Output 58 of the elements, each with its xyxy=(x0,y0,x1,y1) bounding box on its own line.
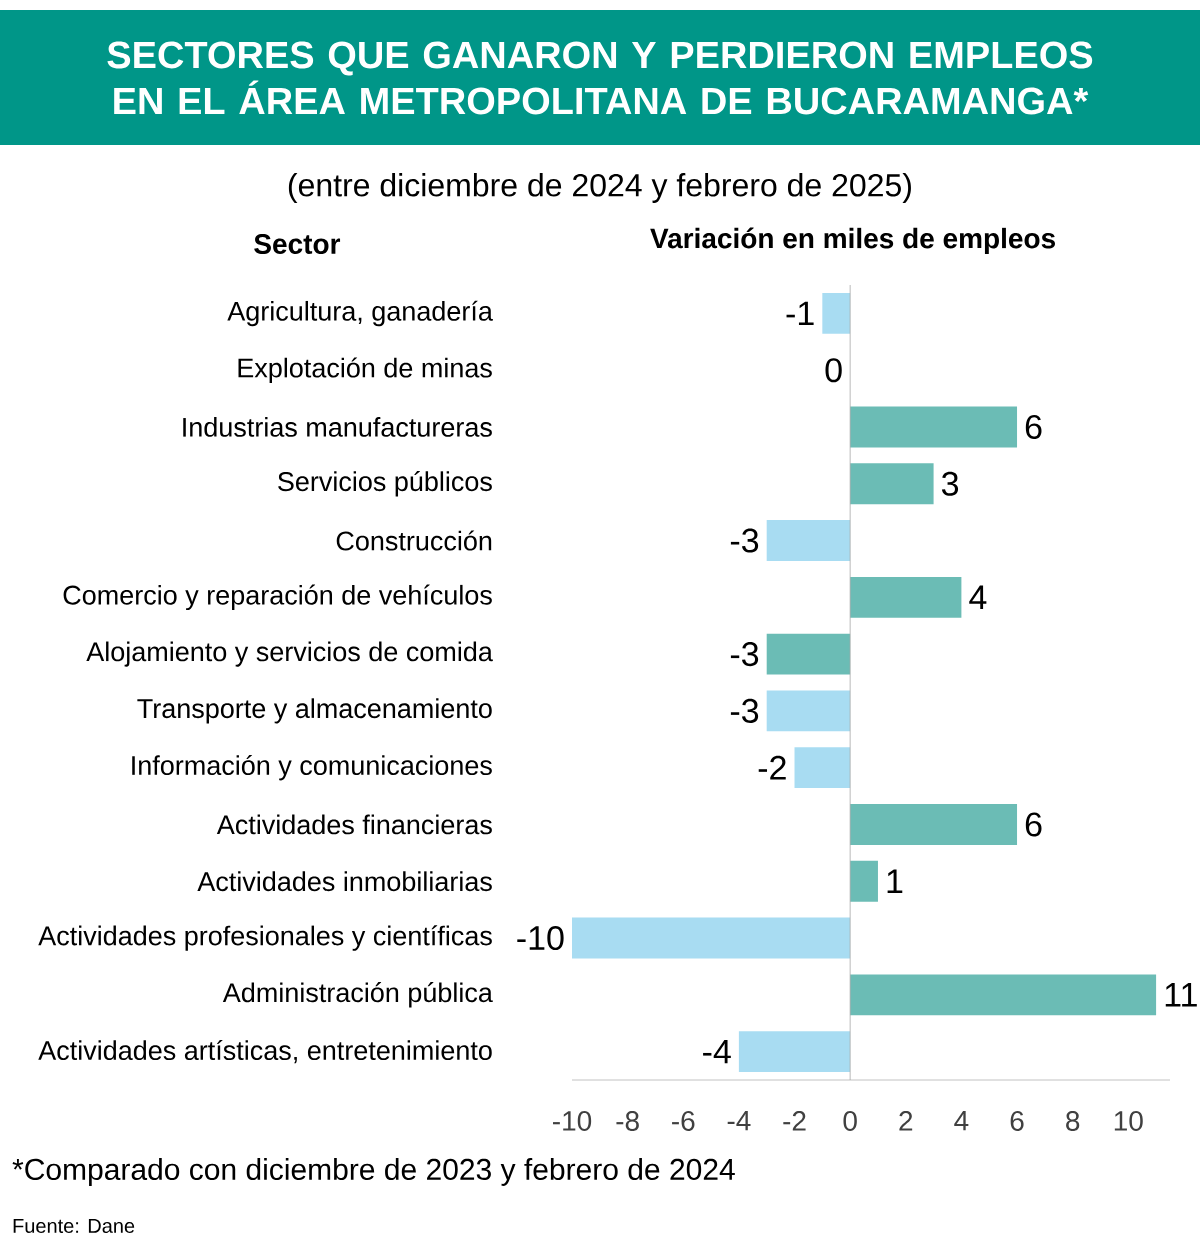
data-label: -3 xyxy=(730,698,759,723)
data-label: 1 xyxy=(887,869,903,893)
x-tick-label: 0 xyxy=(843,1111,857,1131)
bar xyxy=(572,917,851,959)
x-axis-title: Variación en miles de empleos xyxy=(650,227,1055,254)
text: *Comparado con diciembre de 2023 y febrero de 2024 xyxy=(12,1158,735,1186)
y-axis-title: Sector xyxy=(254,234,341,254)
data-label: -3 xyxy=(730,642,759,667)
data-label: 0 xyxy=(825,358,842,383)
y-tick-label: Construcción xyxy=(336,530,492,551)
bar xyxy=(766,520,851,561)
bar xyxy=(850,974,1157,1016)
data-label: -2 xyxy=(758,755,786,780)
y-tick-label: Transporte y almacenamiento xyxy=(137,698,492,724)
data-label: -10 xyxy=(517,926,564,951)
bar xyxy=(850,804,1018,845)
y-tick-label: Actividades artísticas, entretenimiento xyxy=(38,1039,492,1064)
data-label: -4 xyxy=(703,1039,731,1064)
bar xyxy=(850,463,934,505)
x-tick-label: 2 xyxy=(899,1111,913,1131)
bar xyxy=(738,1031,851,1073)
bar xyxy=(766,690,851,732)
data-label: 4 xyxy=(969,585,987,610)
y-tick-label: Industrias manufactureras xyxy=(183,417,492,437)
bar xyxy=(850,576,962,618)
x-tick-label: -6 xyxy=(672,1111,695,1131)
bar xyxy=(850,406,1018,448)
x-tick-label: 4 xyxy=(954,1111,969,1131)
x-tick-label: -8 xyxy=(616,1111,639,1131)
data-label: 6 xyxy=(1025,414,1042,440)
chart-subtitle: (entre diciembre de 2024 y febrero de 2025) xyxy=(288,173,911,203)
bar xyxy=(822,292,851,334)
y-tick-label: Actividades financieras xyxy=(216,814,492,835)
y-tick-label: Agricultura, ganadería xyxy=(227,300,493,327)
y-tick-label: Comercio y reparación de vehículos xyxy=(63,584,492,611)
x-tick-label: -2 xyxy=(783,1111,806,1131)
y-tick-label: Administración pública xyxy=(222,982,493,1008)
data-label: 11 xyxy=(1165,983,1197,1007)
bar xyxy=(766,633,851,675)
data-label: 3 xyxy=(941,471,959,496)
y-tick-label: Explotación de minas xyxy=(238,357,492,383)
y-tick-label: Información y comunicaciones xyxy=(132,754,492,781)
x-tick-label: 10 xyxy=(1114,1111,1143,1131)
y-tick-label: Servicios públicos xyxy=(278,471,492,497)
bar xyxy=(850,860,878,902)
chart-title: SECTORES QUE GANARON Y PERDIERON EMPLEOS EN EL ÁREA METROPOLITANA DE BUCARAMANGA* xyxy=(107,41,1093,115)
y-tick-label: Actividades inmobiliarias xyxy=(197,871,492,892)
x-tick-label: -10 xyxy=(553,1111,592,1131)
y-tick-label: Alojamiento y servicios de comida xyxy=(86,641,493,667)
x-tick-label: 8 xyxy=(1066,1111,1080,1131)
x-tick-label: 6 xyxy=(1010,1111,1024,1131)
data-label: -3 xyxy=(730,528,759,553)
x-tick-label: -4 xyxy=(727,1111,751,1131)
data-label: 6 xyxy=(1025,812,1042,837)
y-tick-label: Actividades profesionales y científicas xyxy=(38,925,492,951)
data-label: -1 xyxy=(786,301,814,326)
bar xyxy=(794,747,851,789)
source-note: Fuente: Dane xyxy=(13,1219,135,1233)
